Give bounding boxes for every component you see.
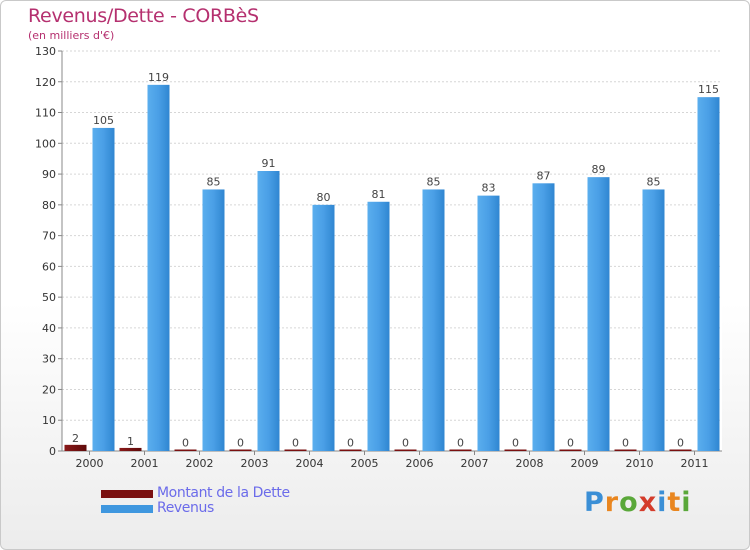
data-label-revenus: 81 — [372, 188, 386, 201]
proxiti-logo: Proxiti — [584, 487, 692, 518]
y-tick-label: 20 — [42, 383, 56, 396]
x-tick-label: 2005 — [351, 457, 379, 470]
legend-swatch-revenus — [101, 505, 153, 513]
data-label-dette: 0 — [237, 437, 244, 450]
logo-letter: i — [681, 487, 692, 518]
data-label-revenus: 115 — [698, 83, 719, 96]
bar-dette — [394, 449, 417, 451]
logo-letter: o — [619, 487, 639, 518]
bar-revenus — [532, 183, 555, 452]
y-tick-label: 0 — [49, 445, 56, 458]
x-tick-label: 2003 — [241, 457, 269, 470]
data-label-dette: 0 — [677, 437, 684, 450]
legend-label-dette: Montant de la Dette — [157, 485, 290, 501]
y-tick-label: 100 — [35, 137, 56, 150]
y-tick-label: 30 — [42, 353, 56, 366]
bar-dette — [284, 449, 307, 451]
y-tick-label: 120 — [35, 76, 56, 89]
data-label-dette: 0 — [512, 437, 519, 450]
logo-letter: x — [638, 487, 658, 518]
data-label-dette: 0 — [402, 437, 409, 450]
data-label-dette: 0 — [182, 437, 189, 450]
x-tick-label: 2002 — [186, 457, 214, 470]
bar-dette — [64, 444, 87, 451]
data-label-revenus: 87 — [537, 169, 551, 182]
y-tick-label: 50 — [42, 291, 56, 304]
legend-swatch-dette — [101, 490, 153, 498]
data-label-revenus: 85 — [207, 175, 221, 188]
x-tick-label: 2008 — [516, 457, 544, 470]
chart-subtitle: (en milliers d'€) — [28, 29, 115, 42]
plot-area — [62, 51, 722, 451]
bar-dette — [614, 449, 637, 451]
bar-dette — [339, 449, 362, 451]
bar-dette — [504, 449, 527, 451]
bar-dette — [174, 449, 197, 451]
x-tick-label: 2007 — [461, 457, 489, 470]
bar-revenus — [587, 177, 610, 451]
x-tick-label: 2001 — [131, 457, 159, 470]
bar-revenus — [202, 189, 225, 451]
data-label-dette: 0 — [347, 437, 354, 450]
y-tick-label: 10 — [42, 414, 56, 427]
legend-label-revenus: Revenus — [157, 500, 214, 516]
data-label-dette: 0 — [622, 437, 629, 450]
logo-letter: t — [667, 487, 682, 518]
bar-dette — [559, 449, 582, 451]
data-label-revenus: 91 — [262, 157, 276, 170]
x-tick-label: 2004 — [296, 457, 324, 470]
x-tick-label: 2006 — [406, 457, 434, 470]
y-tick-label: 40 — [42, 322, 56, 335]
bar-dette — [669, 449, 692, 451]
bar-revenus — [422, 189, 445, 451]
y-tick-label: 70 — [42, 230, 56, 243]
bar-revenus — [92, 127, 115, 451]
y-tick-label: 110 — [35, 107, 56, 120]
data-label-revenus: 89 — [592, 163, 606, 176]
data-label-dette: 0 — [292, 437, 299, 450]
y-tick-label: 60 — [42, 260, 56, 273]
x-tick-label: 2009 — [571, 457, 599, 470]
chart-title: Revenus/Dette - CORBèS — [28, 5, 259, 27]
data-label-dette: 0 — [567, 437, 574, 450]
y-tick-label: 90 — [42, 168, 56, 181]
bar-dette — [449, 449, 472, 451]
bar-revenus — [367, 201, 390, 451]
data-label-revenus: 119 — [148, 71, 169, 84]
data-label-dette: 0 — [457, 437, 464, 450]
bar-revenus — [642, 189, 665, 451]
x-tick-label: 2000 — [76, 457, 104, 470]
y-tick-label: 130 — [35, 45, 56, 58]
bar-dette — [229, 449, 252, 451]
data-label-revenus: 85 — [427, 175, 441, 188]
bar-revenus — [477, 195, 500, 451]
bar-revenus — [312, 204, 335, 451]
data-label-dette: 2 — [72, 432, 79, 445]
x-tick-label: 2011 — [681, 457, 709, 470]
x-tick-label: 2010 — [626, 457, 654, 470]
data-label-dette: 1 — [127, 435, 134, 448]
data-label-revenus: 80 — [317, 191, 331, 204]
y-tick-label: 80 — [42, 199, 56, 212]
logo-letter: r — [604, 487, 620, 518]
bar-revenus — [147, 84, 170, 451]
data-label-revenus: 105 — [93, 114, 114, 127]
logo-letter: P — [584, 487, 605, 518]
data-label-revenus: 83 — [482, 182, 496, 195]
bar-dette — [119, 447, 142, 451]
bar-revenus — [697, 97, 720, 452]
data-label-revenus: 85 — [647, 175, 661, 188]
logo-letter: i — [657, 487, 668, 518]
bar-revenus — [257, 171, 280, 451]
